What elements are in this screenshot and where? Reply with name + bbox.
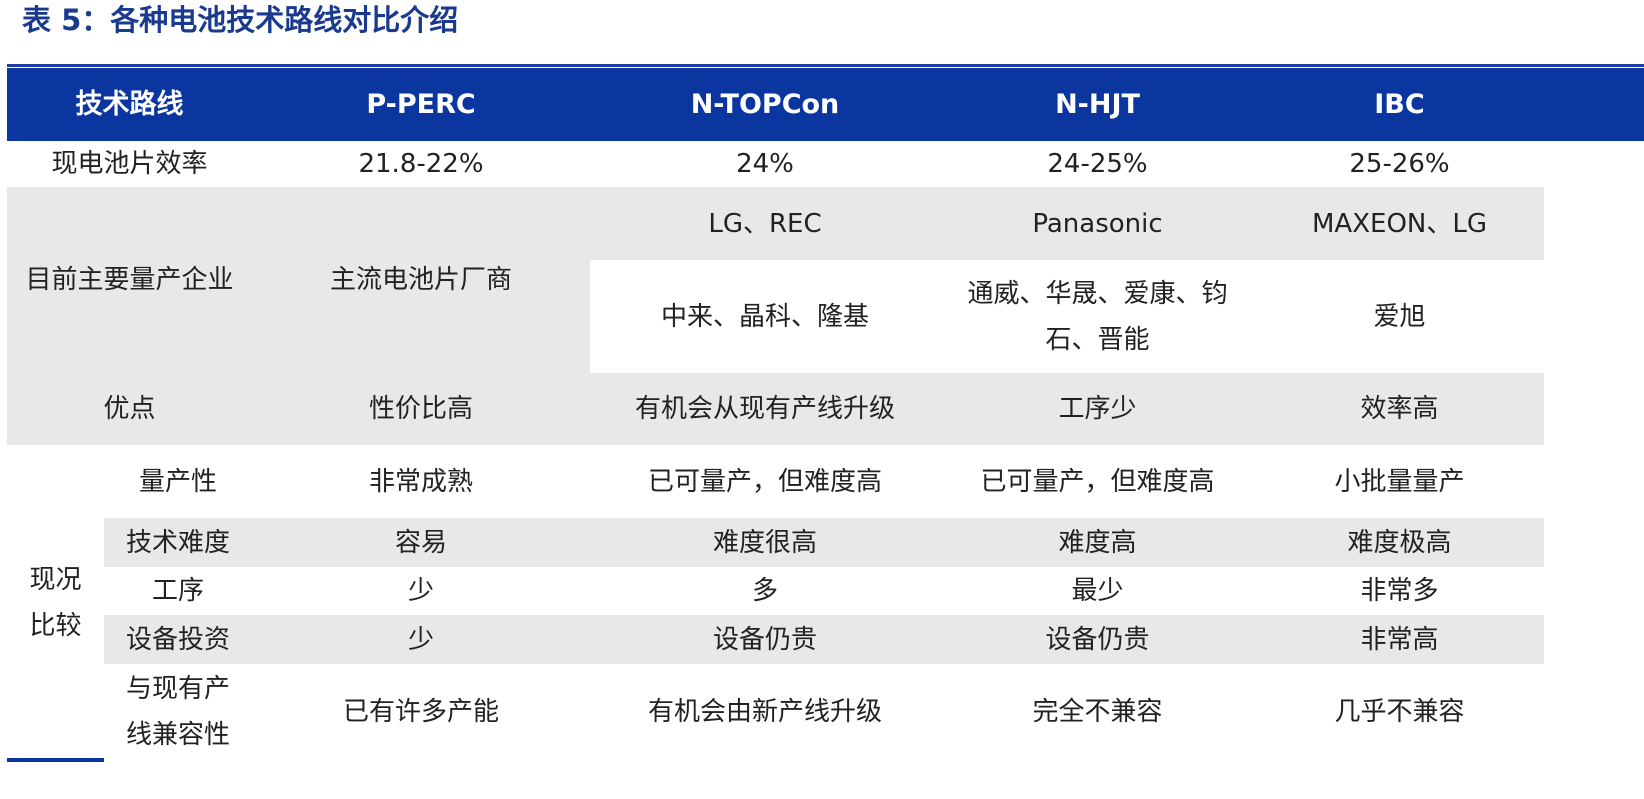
producers-hjt-domestic-line1: 通威、华晟、爱康、钧: [967, 271, 1227, 317]
compatibility-label: 与现有产 线兼容性: [104, 664, 252, 760]
mass-production-hjt: 已可量产，但难度高: [940, 445, 1255, 518]
compatibility-label-line1: 与现有产: [126, 666, 230, 712]
producers-ibc-foreign: MAXEON、LG: [1255, 187, 1544, 260]
tech-difficulty-ibc: 难度极高: [1255, 518, 1544, 567]
equipment-investment-topcon: 设备仍贵: [590, 615, 940, 664]
advantages-perc: 性价比高: [252, 373, 590, 445]
efficiency-hjt: 24-25%: [940, 141, 1255, 187]
producers-hjt-foreign: Panasonic: [940, 187, 1255, 260]
advantages-ibc: 效率高: [1255, 373, 1544, 445]
process-steps-ibc: 非常多: [1255, 567, 1544, 615]
header-n-topcon: N-TOPCon: [590, 68, 940, 141]
producers-hjt-domestic: 通威、华晟、爱康、钧 石、晋能: [940, 260, 1255, 373]
compatibility-ibc: 几乎不兼容: [1255, 664, 1544, 760]
equipment-investment-perc: 少: [252, 615, 590, 664]
compatibility-topcon: 有机会由新产线升级: [590, 664, 940, 760]
table-title: 表 5：各种电池技术路线对比介绍: [22, 0, 458, 40]
mass-production-label: 量产性: [104, 445, 252, 518]
advantages-label: 优点: [7, 373, 252, 445]
producers-topcon-domestic: 中来、晶科、隆基: [590, 260, 940, 373]
mass-production-topcon: 已可量产，但难度高: [590, 445, 940, 518]
top-rule: [7, 64, 1644, 67]
mass-production-perc: 非常成熟: [252, 445, 590, 518]
producers-hjt-domestic-line2: 石、晋能: [1045, 317, 1149, 363]
advantages-hjt: 工序少: [940, 373, 1255, 445]
header-n-hjt: N-HJT: [940, 68, 1255, 141]
header-p-perc: P-PERC: [252, 68, 590, 141]
comparison-group-label: 现况 比较: [7, 445, 104, 760]
compatibility-label-line2: 线兼容性: [126, 712, 230, 758]
compatibility-hjt: 完全不兼容: [940, 664, 1255, 760]
producers-perc: 主流电池片厂商: [252, 187, 590, 373]
bottom-accent-bar: [7, 758, 104, 762]
equipment-investment-ibc: 非常高: [1255, 615, 1544, 664]
tech-difficulty-hjt: 难度高: [940, 518, 1255, 567]
equipment-investment-hjt: 设备仍贵: [940, 615, 1255, 664]
advantages-topcon: 有机会从现有产线升级: [590, 373, 940, 445]
process-steps-topcon: 多: [590, 567, 940, 615]
producers-ibc-domestic: 爱旭: [1255, 260, 1544, 373]
equipment-investment-label: 设备投资: [104, 615, 252, 664]
process-steps-perc: 少: [252, 567, 590, 615]
producers-topcon-foreign: LG、REC: [590, 187, 940, 260]
mass-production-ibc: 小批量量产: [1255, 445, 1544, 518]
comparison-group-label-line1: 现况: [29, 557, 81, 603]
process-steps-label: 工序: [104, 567, 252, 615]
header-tech-route: 技术路线: [7, 68, 252, 141]
efficiency-topcon: 24%: [590, 141, 940, 187]
comparison-group-label-line2: 比较: [29, 603, 81, 649]
producers-label: 目前主要量产企业: [7, 187, 252, 373]
tech-difficulty-label: 技术难度: [104, 518, 252, 567]
header-ibc: IBC: [1255, 68, 1544, 141]
efficiency-label: 现电池片效率: [7, 141, 252, 187]
tech-difficulty-perc: 容易: [252, 518, 590, 567]
efficiency-ibc: 25-26%: [1255, 141, 1544, 187]
process-steps-hjt: 最少: [940, 567, 1255, 615]
tech-difficulty-topcon: 难度很高: [590, 518, 940, 567]
efficiency-perc: 21.8-22%: [252, 141, 590, 187]
compatibility-perc: 已有许多产能: [252, 664, 590, 760]
